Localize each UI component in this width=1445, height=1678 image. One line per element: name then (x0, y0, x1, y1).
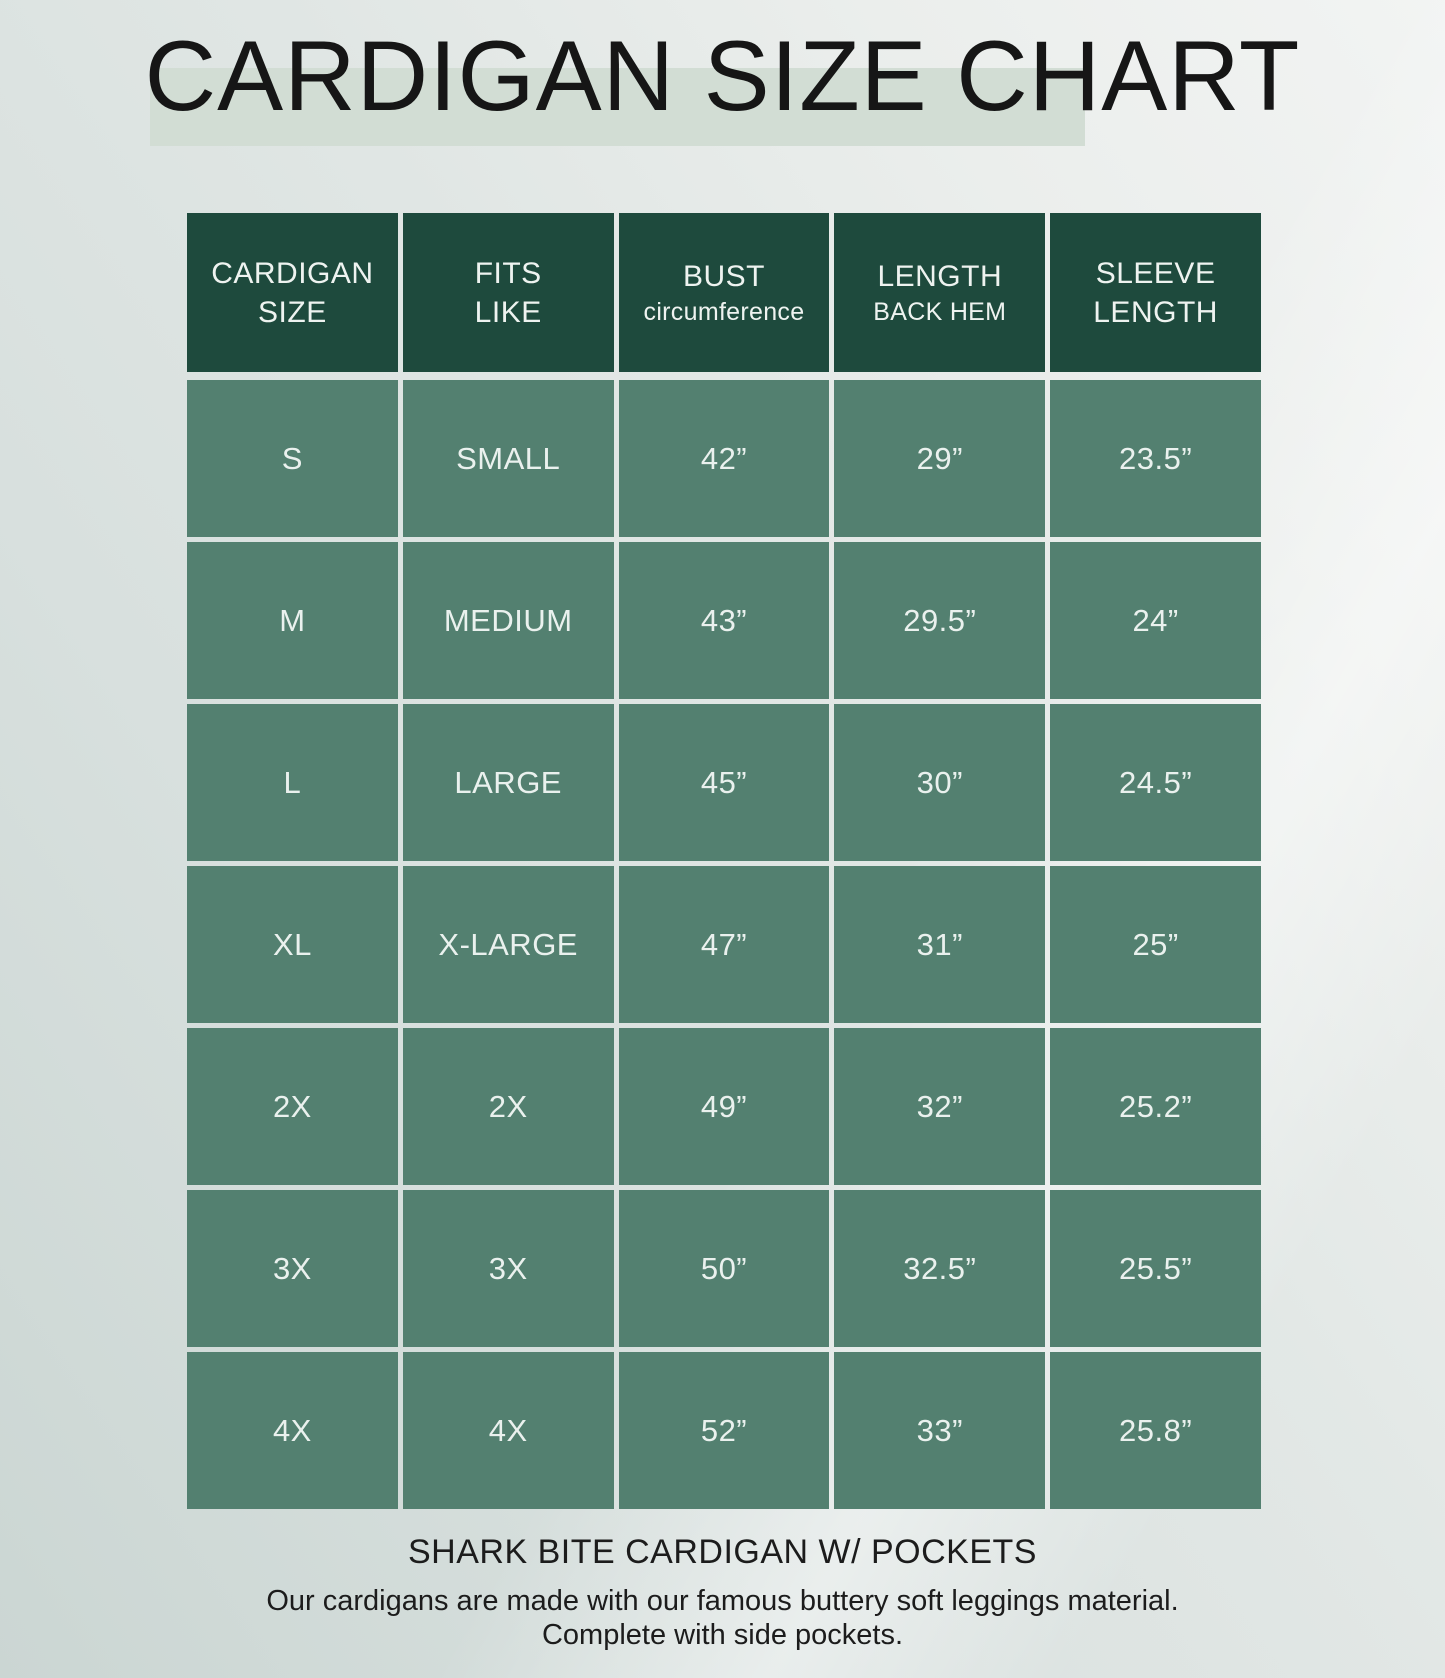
footer-block: SHARK BITE CARDIGAN W/ POCKETS Our cardi… (0, 1533, 1445, 1652)
table-cell: 3X (402, 1190, 614, 1347)
table-cell: M (187, 542, 398, 699)
table-cell: 2X (402, 1028, 614, 1185)
header-line: LENGTH (877, 259, 1003, 293)
table-cell: 29” (834, 380, 1046, 537)
header-line: LENGTH (1093, 295, 1218, 329)
table-cell: 50” (618, 1190, 830, 1347)
table-cell: 25.8” (1050, 1352, 1261, 1509)
header-cell-bust: BUST circumference (618, 213, 830, 372)
header-line: FITS (474, 256, 542, 290)
header-cell-fits-like: FITS LIKE (402, 213, 614, 372)
table-cell: 25.2” (1050, 1028, 1261, 1185)
page-title-block: CARDIGAN SIZE CHART (0, 0, 1445, 146)
size-table: CARDIGAN SIZE FITS LIKE BUST circumferen… (187, 213, 1261, 1509)
table-cell: 30” (834, 704, 1046, 861)
header-cell-sleeve-length: SLEEVE LENGTH (1050, 213, 1261, 372)
table-cell: 25” (1050, 866, 1261, 1023)
table-cell: 31” (834, 866, 1046, 1023)
table-cell: 25.5” (1050, 1190, 1261, 1347)
table-cell: 43” (618, 542, 830, 699)
description-line-2: Complete with side pockets. (541, 1618, 904, 1651)
table-cell: 33” (834, 1352, 1046, 1509)
header-line: LIKE (474, 295, 542, 329)
title-highlight-bar (150, 68, 1085, 146)
table-cell: XL (187, 866, 398, 1023)
table-cell: SMALL (402, 380, 614, 537)
table-cell: 24” (1050, 542, 1261, 699)
header-line: SLEEVE (1095, 256, 1216, 290)
table-cell: 24.5” (1050, 704, 1261, 861)
table-cell: 29.5” (834, 542, 1046, 699)
header-cell-length: LENGTH BACK HEM (834, 213, 1046, 372)
table-cell: 32” (834, 1028, 1046, 1185)
product-description: Our cardigans are made with our famous b… (0, 1585, 1445, 1652)
header-line: SIZE (258, 295, 327, 329)
description-line-1: Our cardigans are made with our famous b… (266, 1585, 1179, 1618)
page-title: CARDIGAN SIZE CHART (144, 20, 1301, 131)
table-cell: 3X (187, 1190, 398, 1347)
table-cell: 2X (187, 1028, 398, 1185)
product-name: SHARK BITE CARDIGAN W/ POCKETS (408, 1533, 1037, 1571)
table-cell: 32.5” (834, 1190, 1046, 1347)
table-cell: S (187, 380, 398, 537)
table-cell: X-LARGE (402, 866, 614, 1023)
header-line: CARDIGAN (211, 256, 374, 290)
table-cell: 42” (618, 380, 830, 537)
header-subline: circumference (643, 297, 805, 326)
table-cell: 4X (187, 1352, 398, 1509)
header-line: BUST (682, 259, 765, 293)
table-header-row: CARDIGAN SIZE FITS LIKE BUST circumferen… (187, 213, 1261, 372)
table-body: S SMALL 42” 29” 23.5” M MEDIUM 43” 29.5”… (187, 380, 1261, 1509)
table-cell: 4X (402, 1352, 614, 1509)
table-cell: MEDIUM (402, 542, 614, 699)
table-cell: 45” (618, 704, 830, 861)
table-cell: 23.5” (1050, 380, 1261, 537)
table-cell: 52” (618, 1352, 830, 1509)
table-cell: LARGE (402, 704, 614, 861)
header-cell-cardigan-size: CARDIGAN SIZE (187, 213, 398, 372)
table-cell: L (187, 704, 398, 861)
table-cell: 49” (618, 1028, 830, 1185)
table-cell: 47” (618, 866, 830, 1023)
header-subline: BACK HEM (873, 297, 1007, 326)
